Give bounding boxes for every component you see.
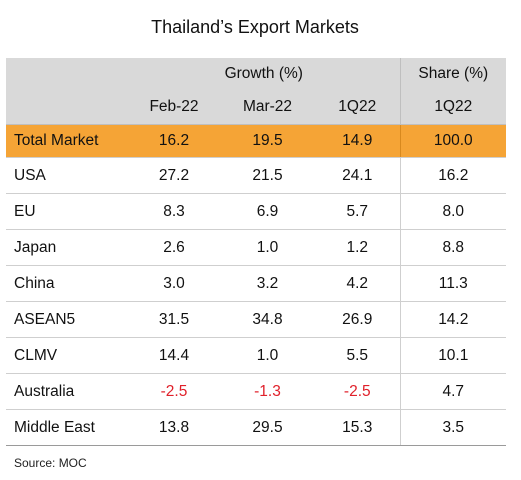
growth-value-feb: 3.0 — [128, 265, 220, 302]
growth-value-feb: 27.2 — [128, 157, 220, 194]
growth-header: Growth (%) — [128, 58, 401, 90]
growth-value-mar: 29.5 — [220, 409, 315, 446]
growth-value-q1: -2.5 — [315, 373, 401, 410]
market-name: China — [6, 265, 128, 302]
growth-value-mar: 6.9 — [220, 193, 315, 230]
market-name: CLMV — [6, 337, 128, 374]
header-blank-2 — [6, 90, 128, 125]
export-markets-table: Growth (%) Share (%) Feb-22 Mar-22 1Q22 … — [6, 58, 507, 446]
share-value: 8.8 — [399, 229, 507, 266]
growth-value-feb: 13.8 — [128, 409, 220, 446]
table-row: Middle East 13.8 29.5 15.3 3.5 — [6, 409, 507, 446]
header-row-group: Growth (%) Share (%) — [6, 58, 507, 90]
growth-value-q1: 4.2 — [315, 265, 401, 302]
growth-value-mar: -1.3 — [220, 373, 315, 410]
share-value: 11.3 — [399, 265, 507, 302]
growth-value-q1: 1.2 — [315, 229, 401, 266]
col-header-1q: 1Q22 — [315, 90, 401, 125]
market-name: EU — [6, 193, 128, 230]
table-row: China 3.0 3.2 4.2 11.3 — [6, 265, 507, 302]
growth-value-q1: 26.9 — [315, 301, 401, 338]
growth-value-mar: 3.2 — [220, 265, 315, 302]
table-row: CLMV 14.4 1.0 5.5 10.1 — [6, 337, 507, 374]
growth-value-q1: 14.9 — [315, 124, 401, 158]
share-value: 14.2 — [399, 301, 507, 338]
growth-value-q1: 24.1 — [315, 157, 401, 194]
growth-value-mar: 1.0 — [220, 229, 315, 266]
table-row: Australia -2.5 -1.3 -2.5 4.7 — [6, 373, 507, 410]
table-row: USA 27.2 21.5 24.1 16.2 — [6, 157, 507, 194]
source-note: Source: MOC — [14, 456, 87, 470]
market-name: USA — [6, 157, 128, 194]
share-value: 100.0 — [399, 124, 507, 158]
growth-value-feb: 31.5 — [128, 301, 220, 338]
market-name: ASEAN5 — [6, 301, 128, 338]
growth-value-feb: 16.2 — [128, 124, 220, 158]
share-value: 4.7 — [399, 373, 507, 410]
growth-value-feb: 14.4 — [128, 337, 220, 374]
market-name: Middle East — [6, 409, 128, 446]
market-name: Total Market — [6, 124, 128, 158]
share-value: 8.0 — [399, 193, 507, 230]
growth-value-q1: 15.3 — [315, 409, 401, 446]
col-header-share-1q: 1Q22 — [399, 90, 507, 125]
growth-value-feb: -2.5 — [128, 373, 220, 410]
col-header-feb: Feb-22 — [128, 90, 220, 125]
market-name: Australia — [6, 373, 128, 410]
table-row: EU 8.3 6.9 5.7 8.0 — [6, 193, 507, 230]
header-row-periods: Feb-22 Mar-22 1Q22 1Q22 — [6, 90, 507, 125]
growth-value-mar: 1.0 — [220, 337, 315, 374]
table-title: Thailand’s Export Markets — [151, 17, 359, 37]
growth-value-feb: 2.6 — [128, 229, 220, 266]
header-blank — [6, 58, 128, 90]
share-header: Share (%) — [399, 58, 507, 90]
growth-value-mar: 21.5 — [220, 157, 315, 194]
growth-value-q1: 5.5 — [315, 337, 401, 374]
market-name: Japan — [6, 229, 128, 266]
share-value: 10.1 — [399, 337, 507, 374]
col-header-mar: Mar-22 — [220, 90, 315, 125]
growth-value-mar: 34.8 — [220, 301, 315, 338]
growth-value-q1: 5.7 — [315, 193, 401, 230]
share-value: 16.2 — [399, 157, 507, 194]
total-market-row: Total Market 16.2 19.5 14.9 100.0 — [6, 124, 507, 158]
growth-value-mar: 19.5 — [220, 124, 315, 158]
table-row: Japan 2.6 1.0 1.2 8.8 — [6, 229, 507, 266]
table-row: ASEAN5 31.5 34.8 26.9 14.2 — [6, 301, 507, 338]
share-value: 3.5 — [399, 409, 507, 446]
growth-value-feb: 8.3 — [128, 193, 220, 230]
